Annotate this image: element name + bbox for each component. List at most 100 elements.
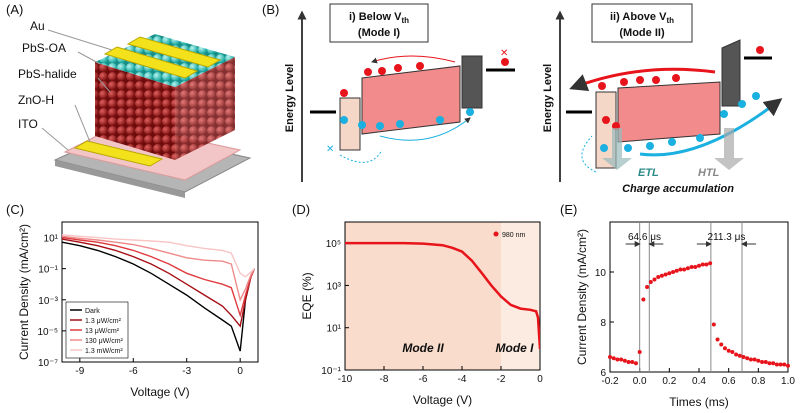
x-tick-label: 0.2 [662, 376, 676, 387]
holes [600, 92, 760, 152]
x-tick-label: -9 [75, 366, 84, 377]
region-label: Mode I [496, 341, 535, 355]
data-point [730, 350, 735, 354]
y-tick-label: 10⁻³ [38, 296, 58, 307]
y-axis-label: EQE (%) [300, 272, 314, 319]
data-point [626, 360, 631, 364]
caption: Charge accumulation [622, 183, 734, 195]
x-tick-label: -3 [182, 366, 191, 377]
band [361, 65, 461, 135]
data-point [719, 342, 724, 347]
diagram-mode: (Mode II) [619, 27, 665, 39]
data-point [678, 267, 683, 272]
x-tick-label: -2 [497, 374, 506, 385]
annotation: 64.6 μs [628, 232, 661, 243]
data-point [704, 262, 709, 267]
axis-label: Energy Level [284, 64, 296, 132]
diagram-title: i) Below Vth [349, 11, 409, 25]
series-line [62, 234, 255, 278]
data-point [652, 277, 657, 282]
diagram-mode-2: Energy Level ii) Above Vth (Mode II) ETL… [542, 3, 783, 195]
y-tick-label: 10³ [327, 281, 342, 292]
flow-arrow [379, 117, 471, 141]
legend-label: Dark [85, 308, 100, 315]
y-tick-label: 6 [600, 368, 606, 379]
data-point [748, 357, 753, 362]
top-electrode [126, 36, 222, 68]
y-tick-label: 10⁻¹ [38, 265, 58, 276]
axis-label: Energy Level [542, 64, 554, 132]
x-tick-label: 0.6 [722, 376, 736, 387]
x-tick-label: 0.8 [751, 376, 765, 387]
data-point [674, 268, 679, 273]
flow-arrow [371, 55, 456, 64]
x-tick-label: 0 [237, 366, 243, 377]
data-point [722, 346, 727, 351]
title-box [591, 3, 693, 43]
data-point [633, 361, 638, 366]
plot-frame [61, 221, 259, 363]
series-line [62, 238, 256, 328]
series-line [345, 241, 540, 349]
x-tick-label: 1.0 [781, 376, 795, 387]
electrons [340, 58, 509, 97]
y-tick-label: 10¹ [44, 234, 59, 245]
data-point [693, 265, 698, 269]
series-line [62, 236, 256, 318]
data-point [689, 265, 694, 269]
accum-arrow [602, 128, 632, 170]
data-point [667, 271, 672, 276]
data-point [630, 360, 635, 364]
data-point [671, 270, 676, 274]
leader-lines [41, 29, 113, 151]
accum-arrow [714, 128, 744, 170]
layer-label: Au [30, 19, 45, 33]
flow-arrow [339, 149, 383, 163]
x-tick-label: -10 [338, 374, 353, 385]
data-point [745, 356, 750, 361]
legend-label: 1.3 mW/cm² [85, 348, 123, 355]
legend-label: 130 μW/cm² [85, 338, 124, 345]
legend-label: 13 μW/cm² [85, 328, 120, 335]
data-point [619, 357, 624, 362]
x-tick-label: 0 [537, 374, 543, 385]
band [617, 81, 721, 143]
data-point [782, 362, 787, 367]
legend-swatch [493, 231, 499, 237]
x-axis-label: Times (ms) [669, 395, 729, 409]
holes [340, 108, 474, 130]
y-tick-label: 10⁻⁷ [38, 358, 58, 369]
y-axis-label: Current Density (mA/cm²) [17, 224, 31, 360]
x-tick-label: -8 [380, 374, 389, 385]
x-tick-label: -4 [458, 374, 467, 385]
pbs-oa-top [95, 34, 235, 87]
data-point [622, 358, 627, 363]
bottom-electrode [73, 140, 164, 167]
layer-tag: ETL [638, 167, 659, 179]
flow-arrow [639, 98, 783, 157]
legend-label: 980 nm [502, 232, 526, 239]
legend-label: 1.3 μW/cm² [85, 318, 122, 325]
panel-label: (A) [6, 2, 23, 17]
diagram-mode: (Mode I) [358, 27, 400, 39]
region [345, 222, 501, 370]
data-point [715, 337, 720, 342]
data-point [663, 272, 668, 277]
data-point [767, 361, 772, 366]
block-mark: ✕ [500, 48, 508, 59]
layer-label: PbS-OA [22, 41, 66, 55]
region [501, 222, 540, 370]
plot-frame [344, 221, 541, 371]
flow-arrow [569, 67, 716, 92]
x-tick-label: -6 [419, 374, 428, 385]
data-point [726, 348, 731, 353]
data-point [708, 261, 713, 266]
data-point [648, 280, 653, 284]
layer-label: ZnO-H [18, 93, 54, 107]
data-point [611, 356, 616, 361]
band [461, 55, 483, 109]
y-tick-label: 10 [595, 268, 607, 279]
y-tick-label: 10⁵ [326, 239, 341, 250]
series-line [62, 241, 256, 352]
title-box [329, 3, 429, 43]
